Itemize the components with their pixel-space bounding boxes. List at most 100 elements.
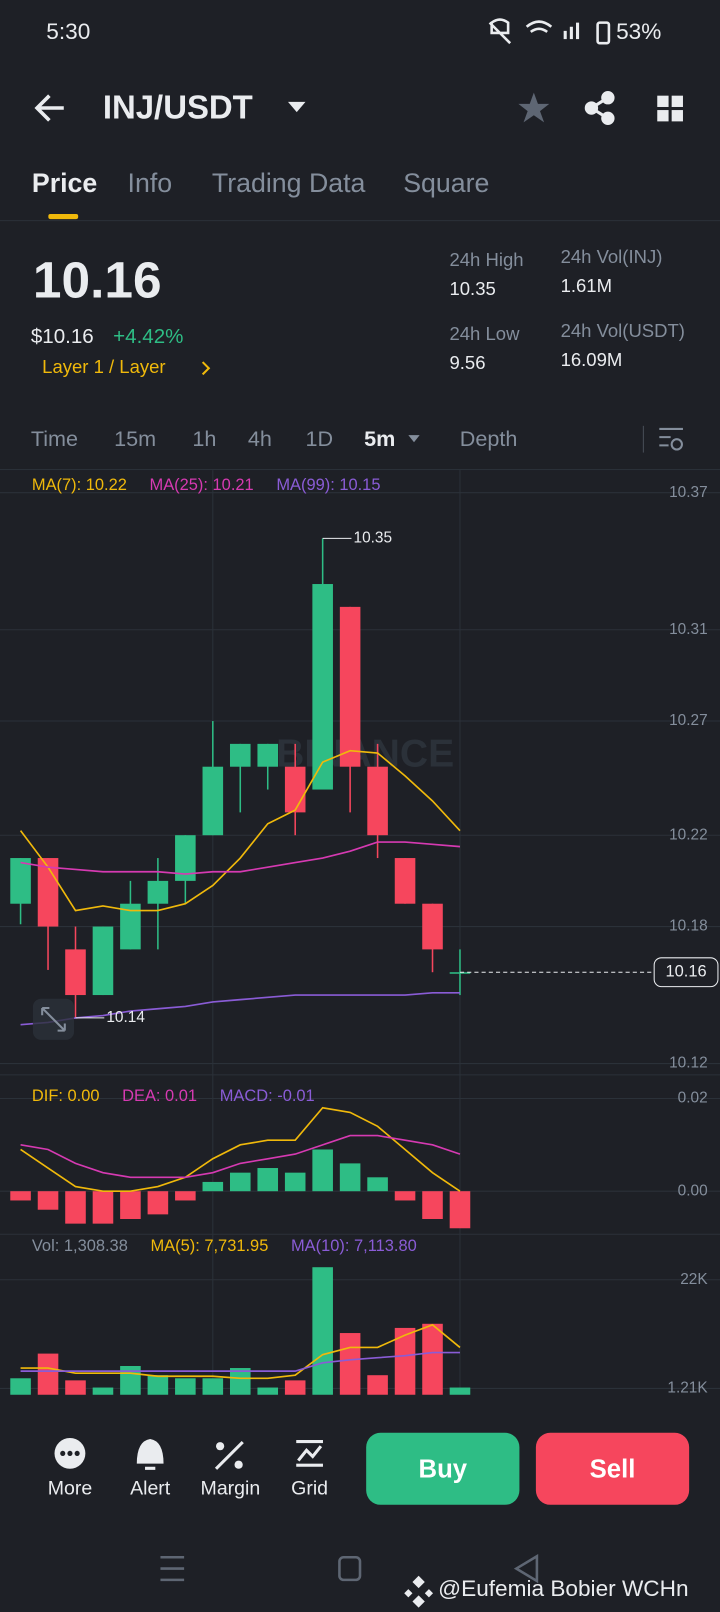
action-label[interactable]: More <box>48 1478 92 1500</box>
interval[interactable]: 15m <box>114 426 156 451</box>
candle-body <box>175 835 196 881</box>
y-tick-label: 10.37 <box>669 484 708 501</box>
indicator-legend: MA(10): 7,113.80 <box>291 1237 417 1255</box>
tab[interactable]: Square <box>403 168 489 198</box>
indicator-legend: DIF: 0.00 <box>32 1087 100 1105</box>
indicator-legend: MA(99): 10.15 <box>276 476 380 494</box>
separator <box>642 425 644 453</box>
macd-bar <box>147 1191 169 1215</box>
grid-menu[interactable] <box>657 95 683 122</box>
volume-bar <box>92 1387 114 1395</box>
favorite-star[interactable] <box>518 92 550 123</box>
indicator-legend: MA(25): 10.21 <box>150 476 254 494</box>
action-label[interactable]: Grid <box>291 1478 328 1500</box>
volume-bar <box>37 1353 59 1395</box>
tag-arrow <box>201 361 211 376</box>
tab[interactable]: Trading Data <box>212 168 366 198</box>
candle-body <box>284 766 306 813</box>
interval-selected[interactable]: 5m <box>364 426 395 451</box>
pair-title[interactable]: INJ/USDT <box>103 89 253 126</box>
tab[interactable]: Info <box>128 168 173 198</box>
watermark: @Eufemia Bobier WCHn <box>438 1576 688 1601</box>
volume-bar <box>229 1368 251 1395</box>
y-tick-label: 22K <box>680 1271 708 1288</box>
macd-bar <box>339 1163 361 1192</box>
candle-body <box>202 766 224 836</box>
y-tick-label: 10.18 <box>669 918 708 935</box>
pair-dropdown[interactable] <box>288 101 306 113</box>
more-dots <box>60 1450 80 1456</box>
indicator-line <box>20 1134 461 1179</box>
stat-value: 1.61M <box>561 275 612 296</box>
volume-bar <box>422 1323 443 1395</box>
candle-body <box>92 926 114 996</box>
candle-body <box>367 766 388 836</box>
interval[interactable]: 1D <box>305 426 333 451</box>
indicator-legend: MACD: -0.01 <box>220 1087 315 1105</box>
stat-label: 24h High <box>449 249 523 270</box>
macd-bar <box>394 1191 416 1201</box>
volume-bar <box>257 1387 279 1395</box>
volume-bar <box>284 1380 306 1395</box>
indicator-line <box>20 841 461 875</box>
interval[interactable]: 1h <box>192 426 216 451</box>
candle-body <box>312 584 333 790</box>
fullscreen-icon <box>41 1006 66 1032</box>
status-icons <box>488 18 611 45</box>
buy-button[interactable] <box>366 1432 520 1505</box>
volume-bar <box>65 1380 86 1395</box>
y-tick-label: 0.02 <box>678 1090 708 1107</box>
candle-body <box>65 949 86 996</box>
candle-body <box>422 903 443 950</box>
candle-body <box>339 606 361 767</box>
last-price-label: 10.16 <box>665 963 706 981</box>
interval[interactable]: 4h <box>248 426 272 451</box>
buy-label: Buy <box>419 1456 468 1484</box>
macd-bar <box>367 1177 388 1192</box>
volume-bar <box>10 1378 31 1395</box>
macd-bar <box>257 1168 279 1192</box>
nav-bar <box>160 1553 539 1584</box>
volume-bar <box>367 1375 388 1395</box>
stat-label: 24h Vol(USDT) <box>561 320 685 341</box>
macd-bar <box>65 1191 86 1224</box>
share-button[interactable] <box>584 91 615 125</box>
tab[interactable]: Price <box>32 168 97 198</box>
charts: 2025-03-20 04:402025-03-20 05:2510.3710.… <box>0 470 720 1417</box>
back-button[interactable] <box>34 94 64 122</box>
chart-settings[interactable] <box>659 427 683 451</box>
macd-bar <box>92 1191 114 1224</box>
chart-watermark: BINANCE <box>276 732 454 775</box>
indicator-line <box>20 1106 461 1193</box>
indicator-legend: MA(7): 10.22 <box>32 476 127 494</box>
candle-body <box>449 972 471 974</box>
action-label[interactable]: Alert <box>130 1478 171 1500</box>
usd-price: $10.16 <box>31 325 94 348</box>
volume-bar <box>312 1267 333 1395</box>
macd-bar <box>10 1191 31 1201</box>
macd-bar <box>284 1172 306 1192</box>
stat-label: 24h Low <box>449 323 520 344</box>
y-tick-label: 10.22 <box>669 826 708 843</box>
macd-bar <box>229 1172 251 1192</box>
y-tick-label: 1.21K <box>667 1380 708 1397</box>
candle-body <box>229 743 251 767</box>
y-tick-label: 10.27 <box>669 712 708 729</box>
watermark-logo <box>404 1575 434 1608</box>
price-change: +4.42% <box>113 325 183 348</box>
action-label[interactable]: Margin <box>201 1478 261 1500</box>
interval-dropdown[interactable] <box>408 435 420 443</box>
last-price: 10.16 <box>33 250 162 308</box>
candle-body <box>120 903 141 950</box>
interval[interactable]: Depth <box>460 426 518 451</box>
volume-bar <box>147 1375 169 1395</box>
interval[interactable]: Time <box>31 426 78 451</box>
sell-button[interactable] <box>535 1432 690 1505</box>
indicator-line <box>20 1351 460 1372</box>
indicator-legend: Vol: 1,308.38 <box>32 1237 128 1255</box>
category-tag[interactable]: Layer 1 / Layer <box>42 356 165 377</box>
stat-value: 16.09M <box>561 349 623 370</box>
volume-bar <box>339 1333 361 1395</box>
y-tick-label: 0.00 <box>678 1182 708 1199</box>
indicator-line <box>20 991 460 1026</box>
